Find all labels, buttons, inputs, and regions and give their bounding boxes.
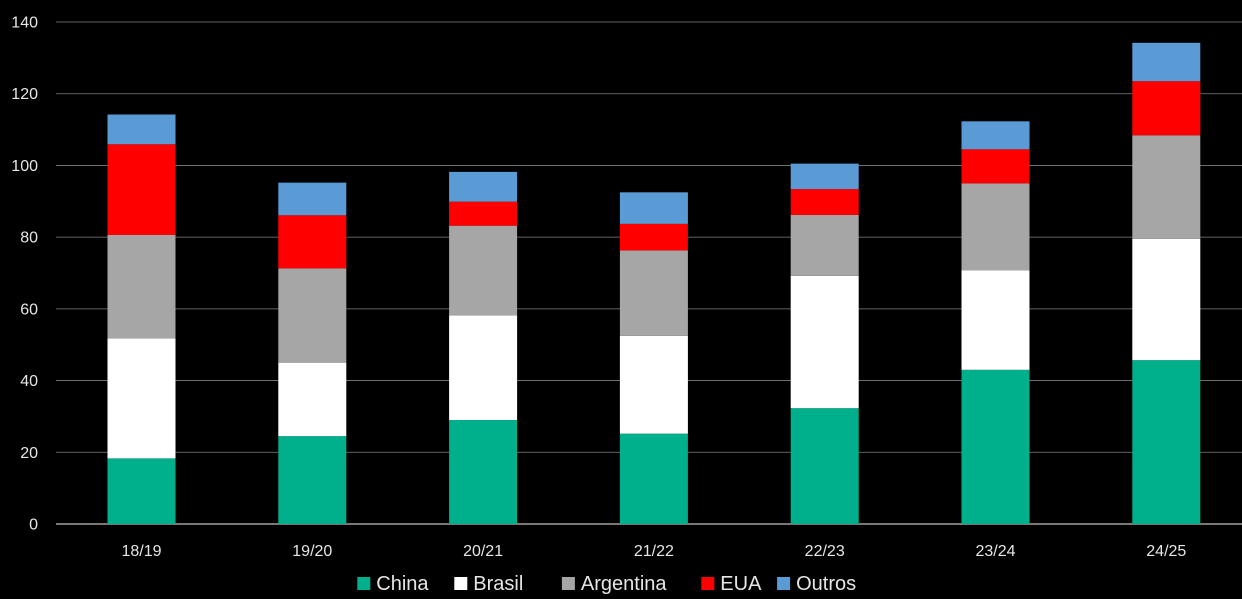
legend: China Brasil Argentina EUA Outros	[357, 573, 856, 595]
bar-segment-china	[790, 408, 859, 524]
x-tick-label: 24/25	[1146, 543, 1186, 560]
bar-segment-argentina	[619, 250, 688, 336]
bar-segment-outros	[278, 182, 347, 216]
x-axis: 18/19 19/20 20/21 21/22 22/23 23/24 24/25	[121, 543, 1186, 560]
bar-segment-outros	[790, 163, 859, 190]
bar-segment-argentina	[449, 225, 518, 316]
bar-stack	[107, 114, 176, 524]
x-tick-label: 21/22	[634, 543, 674, 560]
bar-segment-eua	[790, 189, 859, 215]
y-tick-label: 120	[11, 86, 38, 103]
x-tick-label: 22/23	[805, 543, 845, 560]
legend-swatch	[357, 577, 371, 590]
bar-stack	[449, 171, 518, 524]
legend-item-china: China	[357, 573, 429, 595]
bar-segment-brasil	[961, 270, 1030, 370]
x-tick-label: 20/21	[463, 543, 503, 560]
y-tick-label: 140	[11, 15, 38, 32]
bar-segment-china	[961, 369, 1030, 524]
y-tick-label: 60	[20, 301, 38, 318]
legend-label: EUA	[720, 573, 762, 595]
x-tick-label: 19/20	[292, 543, 332, 560]
y-tick-label: 40	[20, 373, 38, 390]
bar-segment-argentina	[961, 183, 1030, 271]
bar-segment-argentina	[1132, 135, 1201, 239]
bar-segment-eua	[619, 223, 688, 251]
legend-swatch	[777, 577, 791, 590]
y-tick-label: 20	[20, 445, 38, 462]
x-tick-label: 18/19	[121, 543, 161, 560]
bar-segment-eua	[107, 144, 176, 235]
bars	[107, 42, 1201, 524]
x-tick-label: 23/24	[975, 543, 1015, 560]
bar-segment-argentina	[107, 234, 176, 339]
bar-segment-brasil	[1132, 238, 1201, 361]
legend-swatch	[701, 577, 715, 590]
legend-item-argentina: Argentina	[561, 573, 667, 595]
legend-item-brasil: Brasil	[454, 573, 523, 595]
bar-segment-outros	[449, 171, 518, 202]
bar-stack	[961, 121, 1030, 524]
bar-segment-outros	[961, 121, 1030, 150]
legend-swatch	[454, 577, 468, 590]
legend-label: Brasil	[473, 573, 523, 595]
bar-segment-eua	[1132, 81, 1201, 136]
bar-segment-eua	[961, 149, 1030, 184]
bar-segment-outros	[107, 114, 176, 145]
legend-label: Argentina	[581, 573, 667, 595]
y-tick-label: 100	[11, 158, 38, 175]
legend-swatch	[561, 577, 575, 590]
bar-segment-brasil	[790, 275, 859, 409]
bar-segment-argentina	[790, 214, 859, 276]
bar-segment-eua	[449, 201, 518, 226]
bar-segment-outros	[1132, 42, 1201, 82]
y-tick-label: 80	[20, 230, 38, 247]
bar-stack	[278, 182, 347, 524]
bar-segment-china	[619, 433, 688, 524]
bar-segment-eua	[278, 215, 347, 269]
bar-segment-brasil	[619, 335, 688, 434]
legend-item-eua: EUA	[701, 573, 762, 595]
bar-stack	[619, 192, 688, 524]
bar-segment-china	[449, 420, 518, 524]
legend-item-outros: Outros	[777, 573, 856, 595]
bar-stack	[1132, 42, 1201, 524]
bar-segment-china	[278, 436, 347, 524]
legend-label: Outros	[796, 573, 856, 595]
bar-segment-outros	[619, 192, 688, 224]
bar-segment-brasil	[107, 338, 176, 459]
bar-segment-china	[107, 458, 176, 524]
bar-segment-brasil	[449, 315, 518, 421]
bar-segment-argentina	[278, 268, 347, 363]
y-axis: 0 20 40 60 80 100 120 140	[11, 15, 38, 534]
bar-segment-china	[1132, 360, 1201, 524]
legend-label: China	[376, 573, 429, 595]
bar-segment-brasil	[278, 362, 347, 437]
y-tick-label: 0	[29, 517, 38, 534]
bar-stack	[790, 163, 859, 524]
